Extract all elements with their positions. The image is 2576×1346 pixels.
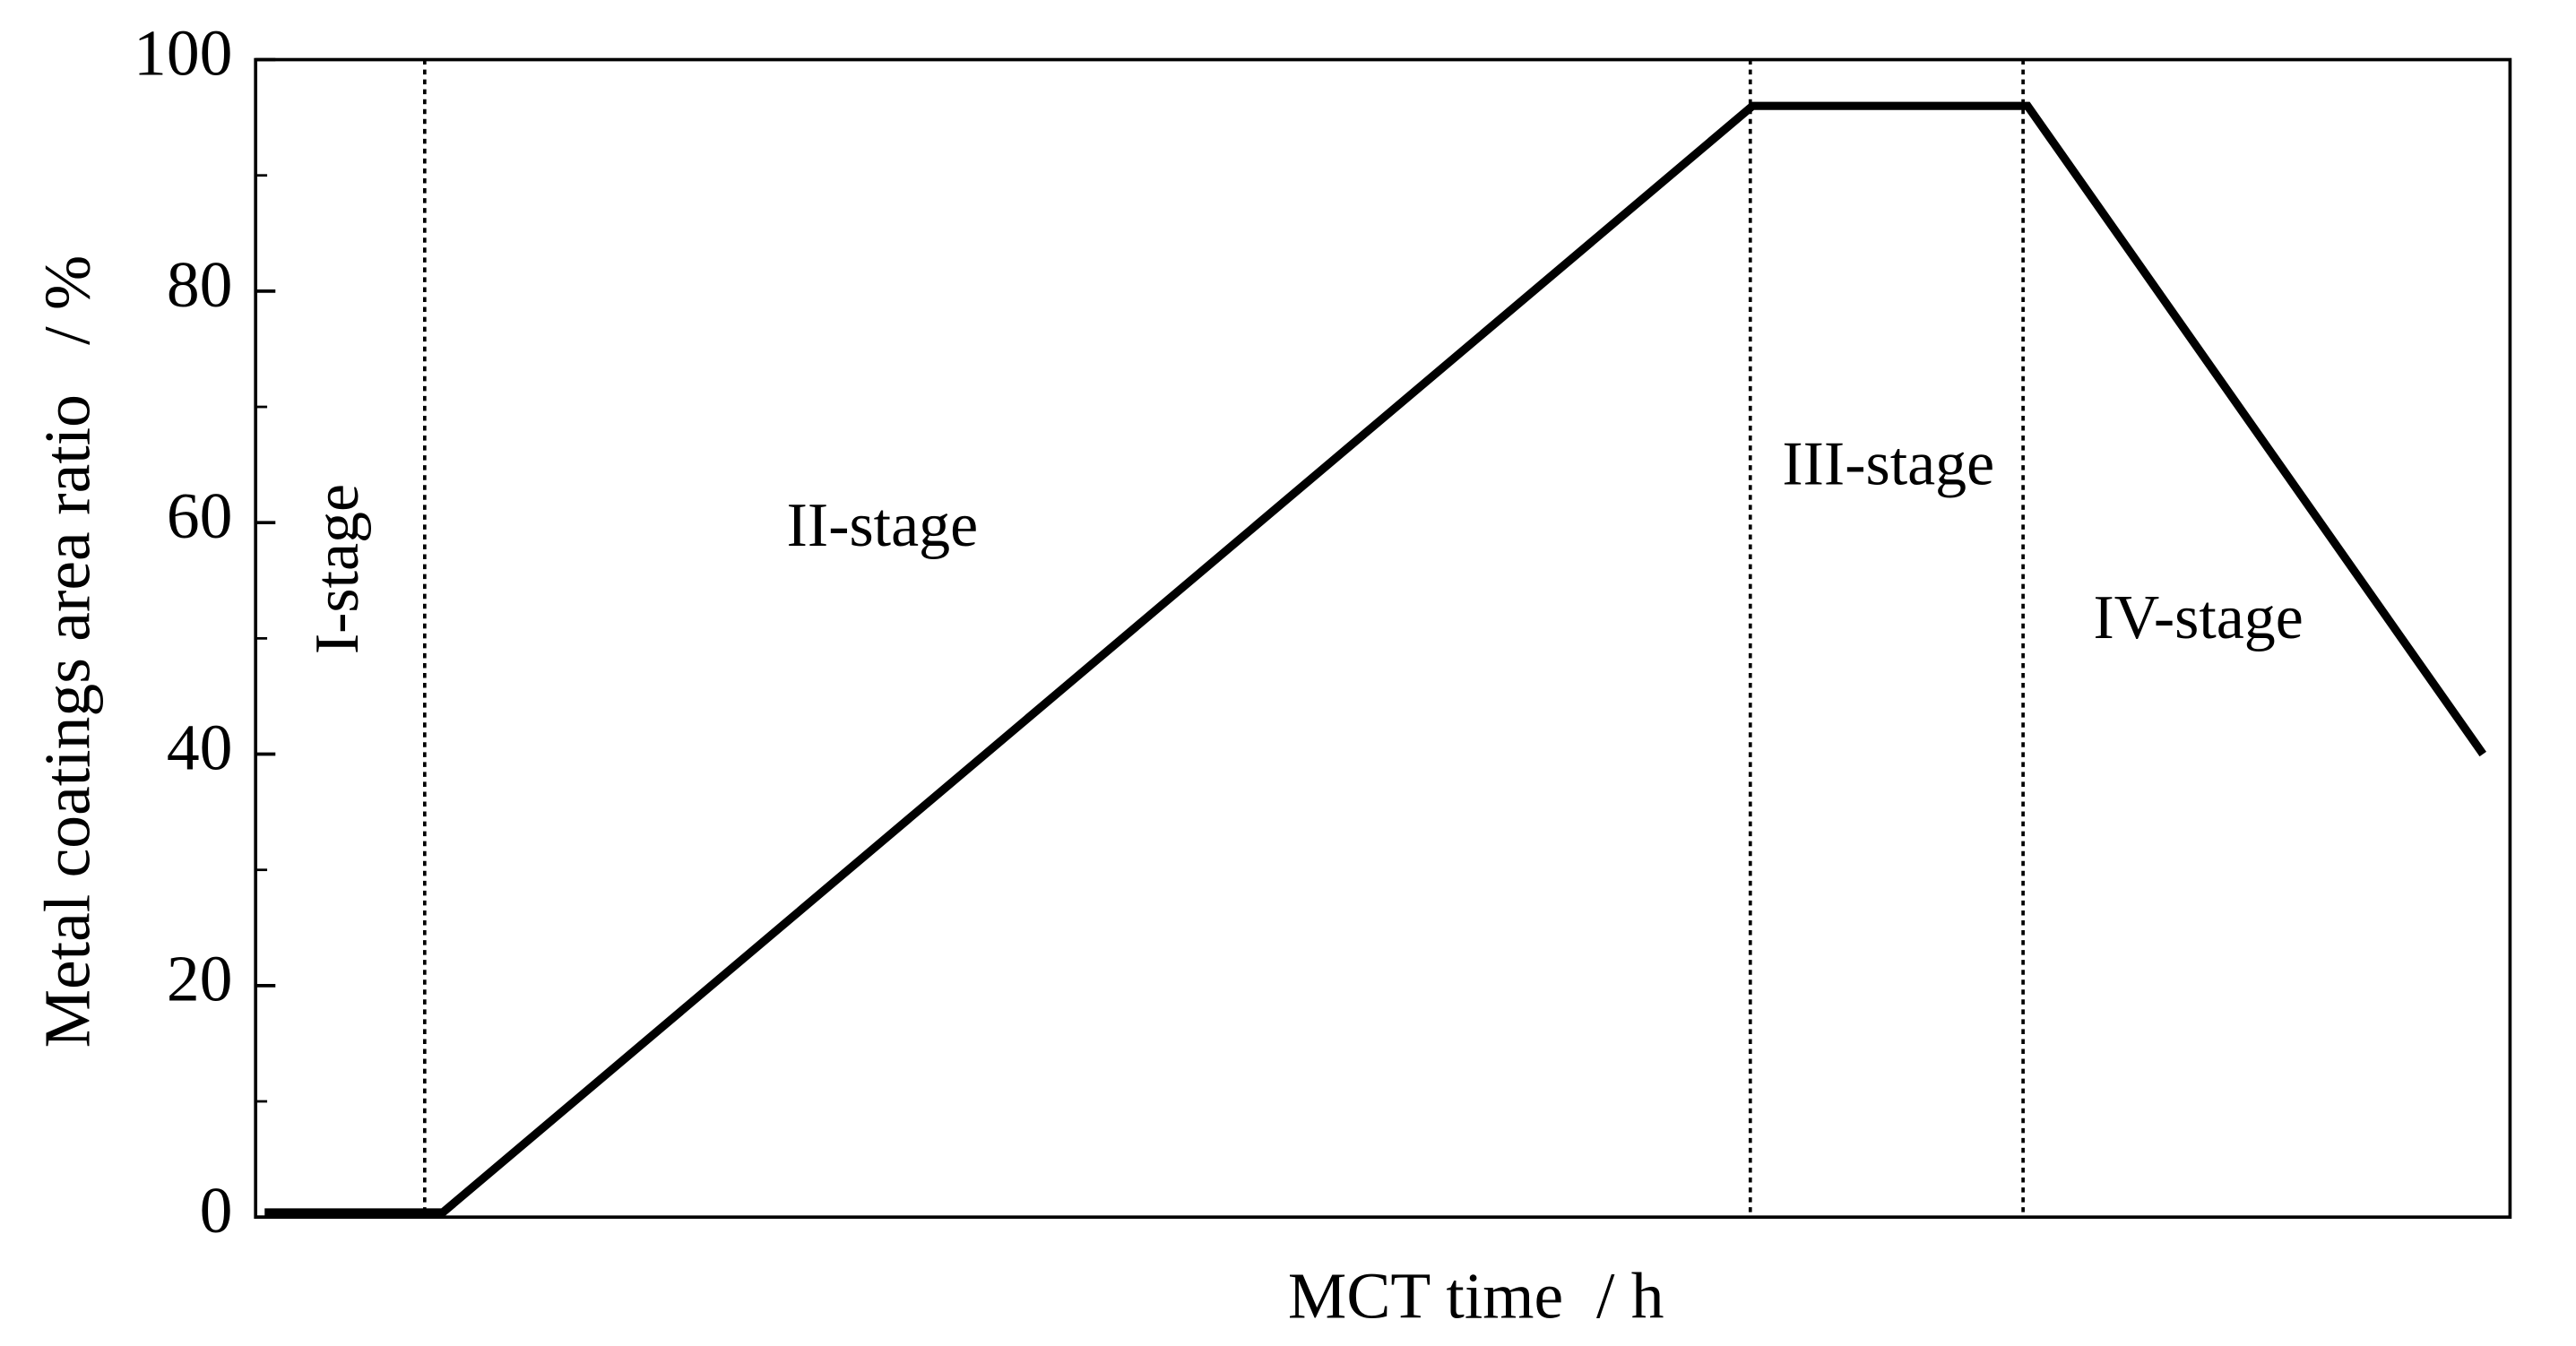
y-tick-label: 60	[167, 479, 233, 552]
y-tick-label: 0	[200, 1173, 233, 1247]
y-tick-label: 40	[167, 710, 233, 783]
y-tick-label: 20	[167, 942, 233, 1015]
x-axis-label: MCT time / h	[1288, 1259, 1664, 1333]
stage-label: I-stage	[303, 484, 372, 654]
plot-frame	[254, 57, 2512, 1220]
stage-label: III-stage	[1782, 430, 1994, 499]
stage-label: IV-stage	[2094, 583, 2304, 652]
y-tick-label: 100	[134, 15, 232, 89]
y-tick-label: 80	[167, 247, 233, 321]
data-line	[264, 101, 2486, 1217]
stage-label: II-stage	[787, 491, 978, 560]
y-axis-label: Metal coatings area ratio / %	[30, 255, 104, 1048]
